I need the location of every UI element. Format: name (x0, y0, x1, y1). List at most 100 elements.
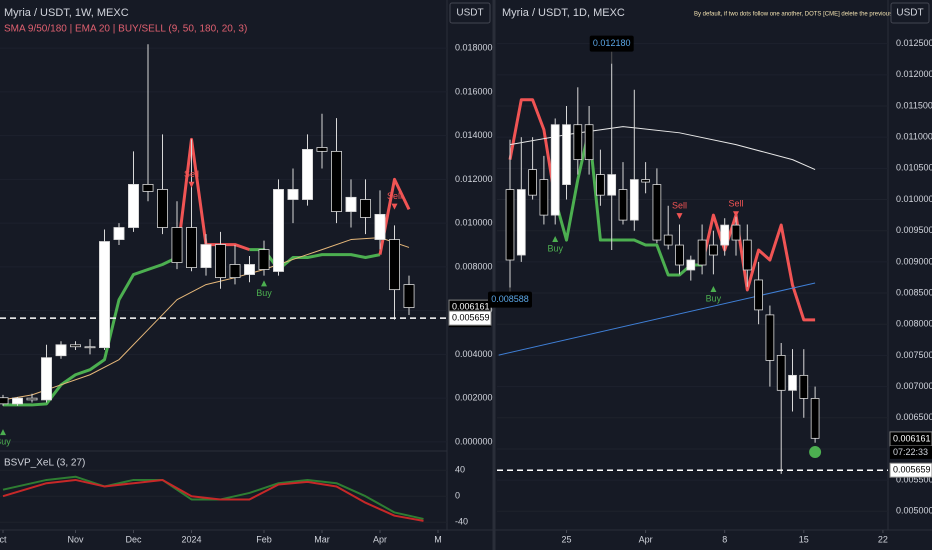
chart-note: By default, if two dots follow one anoth… (694, 12, 904, 18)
sell-arrow (188, 181, 195, 188)
candle-body (84, 346, 96, 349)
candle-body (302, 149, 313, 200)
candle-body (389, 239, 400, 291)
candle-body (596, 174, 605, 196)
buy-arrow (552, 236, 559, 243)
candle-body (618, 189, 628, 221)
y-tick-label: 0.010000 (896, 194, 932, 204)
candle-body (652, 184, 662, 241)
currency-button[interactable] (449, 2, 491, 24)
buy-label: Buy (547, 243, 563, 253)
y-tick-label: 0 (455, 491, 460, 501)
candle-body (539, 179, 549, 216)
candle-body (244, 264, 255, 275)
y-tick-label: 0.008500 (896, 287, 932, 297)
candle-body (55, 344, 67, 357)
candle-body (287, 189, 299, 200)
candle-body (403, 284, 415, 308)
candle-body (731, 224, 741, 241)
candle-body (229, 264, 241, 279)
sell-arrow (676, 213, 683, 220)
candle-body (0, 397, 9, 405)
currency-button[interactable] (890, 2, 930, 24)
candle-body (607, 174, 617, 196)
x-tick-label: 15 (799, 534, 809, 544)
currency-label[interactable]: USDT (896, 8, 923, 19)
candle-body (374, 213, 386, 240)
candle-body (505, 189, 515, 261)
indicator-line (2, 237, 410, 401)
candle-body (41, 357, 52, 401)
buy-label: Buy (706, 293, 722, 303)
x-tick-label: Apr (639, 534, 653, 544)
candle-body (316, 147, 328, 152)
buy-label: Buy (0, 437, 11, 447)
candle-body (754, 279, 763, 311)
y-tick-label: 0.007000 (896, 381, 932, 391)
buy-arrow (261, 280, 267, 287)
sell-label: Sell (672, 200, 687, 210)
y-tick-label: 0.007500 (896, 350, 932, 360)
candle-body (799, 374, 809, 399)
candle-body (641, 179, 650, 183)
signal-dot (809, 446, 822, 459)
sell-label: Sell (728, 199, 743, 209)
candle-body (26, 397, 38, 401)
y-tick-label: 0.009500 (896, 225, 932, 235)
marker-box (488, 291, 532, 308)
candle-body (584, 124, 594, 161)
indicator-line (249, 248, 381, 272)
candle-body (142, 184, 154, 192)
countdown-tag (890, 445, 932, 459)
candle-body (128, 184, 139, 228)
y-tick-label: 0.012000 (896, 69, 932, 79)
indicator-line (175, 137, 250, 258)
candle-body (528, 169, 537, 196)
price-tag (448, 310, 492, 326)
candle-body (200, 244, 212, 268)
y-tick-label: 0.005500 (896, 474, 932, 484)
x-tick-label: M (434, 534, 442, 544)
candle-body (113, 227, 125, 240)
y-tick-label: 0.006500 (896, 412, 932, 422)
x-tick-label: Mar (314, 534, 330, 544)
x-tick-label: 8 (722, 534, 727, 544)
y-tick-label: 0.008000 (896, 319, 932, 329)
price-tag-label: 0.006161 (893, 433, 931, 443)
marker-label: 0.008588 (491, 294, 529, 304)
candle-body (686, 259, 696, 271)
marker-box (589, 35, 634, 52)
y-tick-label: -40 (455, 517, 468, 527)
buy-arrow (710, 285, 717, 292)
candle-body (765, 314, 775, 361)
currency-label[interactable]: USDT (456, 8, 483, 19)
y-tick-label: 0.010500 (896, 163, 932, 173)
candle-body (550, 124, 560, 216)
candle-body (331, 150, 342, 212)
chart-title: Myria / USDT, 1W, MEXC (4, 7, 129, 19)
price-tag (889, 462, 932, 478)
candle-body (629, 179, 639, 221)
y-tick-label: 0.012000 (455, 174, 493, 184)
chart-title: Myria / USDT, 1D, MEXC (502, 7, 625, 19)
x-tick-label: 25 (561, 534, 571, 544)
candle-body (709, 244, 718, 256)
sell-label: Sell (387, 191, 402, 201)
x-tick-label: Apr (373, 534, 387, 544)
candle-body (215, 244, 226, 279)
price-tag-label: 0.005659 (452, 312, 490, 322)
candle-body (562, 124, 571, 185)
y-tick-label: 0.014000 (455, 130, 493, 140)
candle-body (345, 196, 357, 212)
y-tick-label: 0.016000 (455, 86, 493, 96)
candle-body (171, 227, 183, 263)
candle-body (186, 227, 197, 268)
y-tick-label: 0.002000 (455, 393, 493, 403)
y-tick-label: 0.012500 (896, 38, 932, 48)
candle-body (742, 239, 752, 271)
candle-body (573, 124, 583, 161)
indicator-title: BSVP_XeL (3, 27) (4, 458, 85, 469)
candle-body (810, 398, 820, 439)
x-tick-label: Nov (67, 534, 84, 544)
y-tick-label: 0.010000 (455, 218, 493, 228)
